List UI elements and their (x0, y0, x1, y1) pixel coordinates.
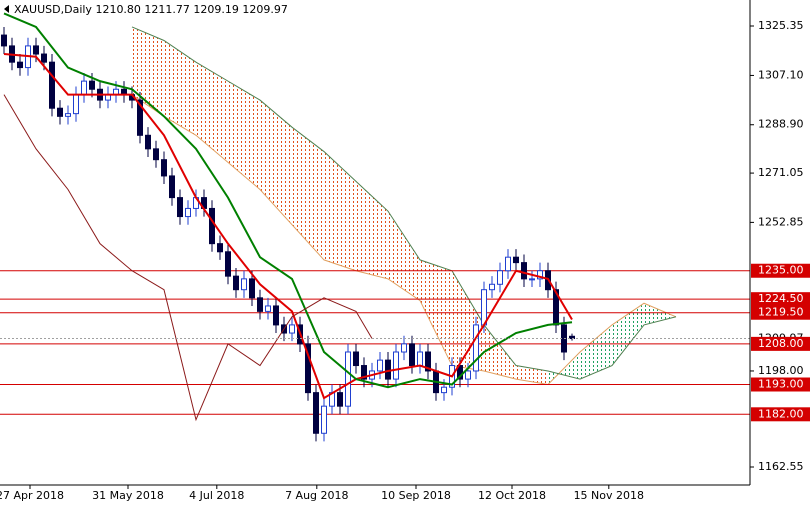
symbol-icon (4, 5, 9, 13)
x-tick-label: 7 Aug 2018 (285, 489, 348, 502)
candle-body (345, 351, 351, 407)
candle-body (505, 256, 511, 272)
indicator-line (3, 12, 573, 389)
candle-body (513, 256, 519, 264)
candle-body (385, 359, 391, 380)
y-tick-label: 1271.05 (758, 166, 804, 179)
cloud-span-a (131, 94, 677, 386)
y-tick-label: 1325.35 (758, 19, 804, 32)
candle-body (185, 207, 191, 218)
x-tick-label: 10 Sep 2018 (381, 489, 451, 502)
candle-body (313, 392, 319, 434)
level-label: 1219.50 (758, 306, 804, 319)
cloud-segment (228, 81, 260, 190)
candle-body (209, 207, 215, 245)
candle-body (225, 251, 231, 277)
candle-body (481, 289, 487, 326)
candle-body (361, 365, 367, 380)
cloud-segment (516, 365, 548, 385)
candle-body (169, 175, 175, 199)
candle-body (465, 370, 471, 380)
level-label-box (751, 305, 810, 320)
level-label-box (751, 263, 810, 278)
level-label-box (751, 407, 810, 422)
cloud-segment (164, 40, 196, 136)
candle-body (289, 324, 295, 334)
x-tick-label: 27 Apr 2018 (0, 489, 64, 502)
candle-body (153, 148, 159, 161)
level-label-box (751, 336, 810, 351)
candle-body (321, 405, 327, 434)
cloud-segment (260, 100, 292, 225)
candle-body (65, 113, 71, 117)
candle-body (489, 283, 495, 291)
y-tick-label: 1252.85 (758, 215, 804, 228)
candle-body (33, 45, 39, 55)
candle-body (353, 351, 359, 367)
y-tick-label: 1198.00 (758, 364, 804, 377)
candle-body (1, 34, 7, 47)
candle-body (377, 359, 383, 372)
candle-body (73, 94, 79, 115)
cloud-segment (644, 303, 676, 325)
cloud-segment (324, 151, 356, 271)
level-label: 1193.00 (758, 378, 804, 391)
candle-body (81, 80, 87, 96)
candle-body (441, 386, 447, 394)
cloud-segment (196, 62, 228, 163)
x-tick-label: 4 Jul 2018 (189, 489, 244, 502)
candle-body (457, 365, 463, 380)
cloud-span-b (131, 26, 677, 380)
candle-body (257, 297, 263, 312)
candle-body (241, 278, 247, 291)
y-tick-label: 1307.10 (758, 68, 804, 81)
candle-body (177, 197, 183, 218)
candle-body (265, 305, 271, 312)
x-tick-label: 12 Oct 2018 (478, 489, 546, 502)
candle-body (233, 275, 239, 291)
candle-body (249, 278, 255, 299)
indicator-line (3, 53, 573, 400)
candle-body (41, 53, 47, 63)
y-tick-label: 1288.90 (758, 118, 804, 131)
candle-body (425, 351, 431, 372)
candle-body (417, 351, 423, 367)
candle-body (393, 351, 399, 380)
candle-body (161, 159, 167, 177)
candle-body (473, 324, 479, 372)
candle-body (537, 270, 543, 280)
level-label: 1235.00 (758, 264, 804, 277)
level-label: 1208.00 (758, 337, 804, 350)
candle-body (497, 270, 503, 285)
chart-title: XAUUSD,Daily 1210.80 1211.77 1209.19 120… (14, 3, 288, 16)
level-label: 1224.50 (758, 292, 804, 305)
cloud-segment (388, 211, 420, 301)
candle-body (89, 80, 95, 90)
candle-body (17, 61, 23, 69)
level-label: 1182.00 (758, 407, 804, 420)
level-label-box (751, 377, 810, 392)
cloud-segment (356, 181, 388, 279)
y-tick-label: 1162.55 (758, 460, 804, 473)
candle-body (401, 343, 407, 353)
candle-body (137, 99, 143, 136)
candle-body (529, 278, 535, 281)
candle-body (409, 343, 415, 367)
candle-body (337, 392, 343, 407)
cloud-segment (292, 127, 324, 260)
level-label-box (751, 292, 810, 307)
plot-area (0, 12, 750, 442)
candle-body (57, 107, 63, 117)
candle-body (217, 243, 223, 253)
x-tick-label: 31 May 2018 (92, 489, 164, 502)
cloud-segment (612, 303, 644, 366)
candle-body (145, 134, 151, 150)
candle-body (521, 262, 527, 280)
candle-body (273, 305, 279, 326)
candle-body (49, 61, 55, 109)
x-tick-label: 15 Nov 2018 (574, 489, 644, 502)
indicator-line (3, 94, 373, 422)
candle-body (305, 343, 311, 394)
